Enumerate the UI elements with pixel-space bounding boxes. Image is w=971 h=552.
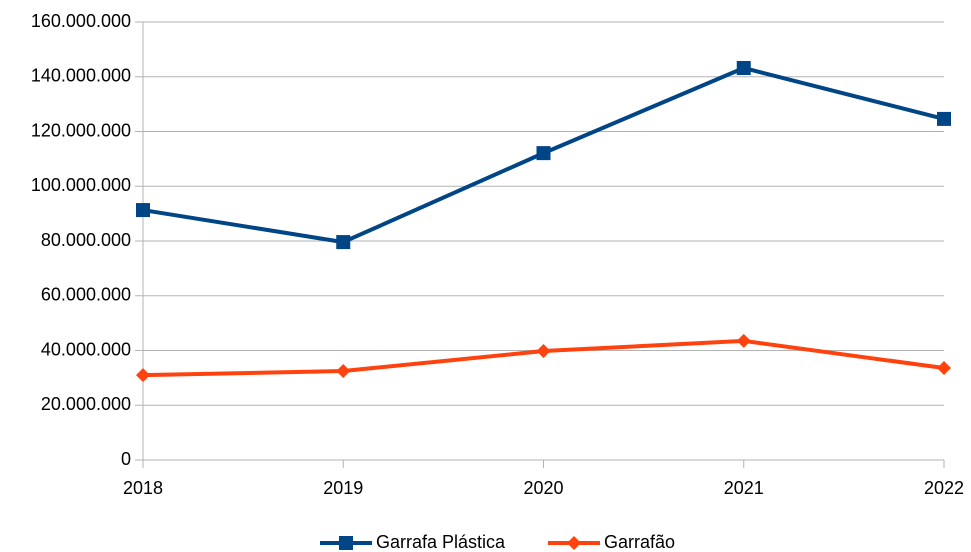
y-tick-label: 60.000.000 — [41, 285, 131, 305]
data-point — [937, 111, 951, 126]
data-point — [336, 364, 351, 379]
data-point — [536, 146, 551, 161]
data-point — [937, 361, 951, 376]
legend-marker — [339, 536, 353, 550]
legend-marker — [567, 536, 581, 550]
data-point — [736, 333, 751, 348]
x-tick-label: 2019 — [323, 478, 363, 498]
data-point — [736, 60, 751, 75]
x-tick-label: 2021 — [724, 478, 764, 498]
y-tick-label: 40.000.000 — [41, 339, 131, 359]
x-tick-label: 2022 — [924, 478, 964, 498]
y-tick-label: 160.000.000 — [31, 11, 131, 31]
y-tick-label: 120.000.000 — [31, 120, 131, 140]
y-tick-label: 140.000.000 — [31, 66, 131, 86]
x-tick-label: 2018 — [123, 478, 163, 498]
x-tick-label: 2020 — [523, 478, 563, 498]
y-tick-label: 0 — [121, 449, 131, 469]
data-point — [136, 203, 150, 218]
data-point — [536, 344, 551, 359]
y-tick-label: 80.000.000 — [41, 230, 131, 250]
data-point — [336, 235, 351, 250]
data-point — [136, 368, 150, 383]
legend-label: Garrafão — [604, 532, 675, 552]
y-tick-label: 20.000.000 — [41, 394, 131, 414]
y-tick-label: 100.000.000 — [31, 175, 131, 195]
legend-label: Garrafa Plástica — [376, 532, 506, 552]
